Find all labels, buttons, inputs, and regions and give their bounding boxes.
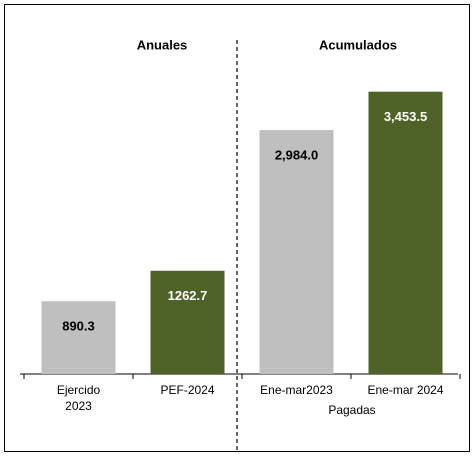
x-tick-label: Ejercido 2023 [56, 383, 101, 413]
x-tick-label: Ene-mar 2024 [367, 383, 444, 397]
data-label: 3,453.5 [384, 109, 427, 124]
group-label: Acumulados [319, 37, 397, 52]
bar [150, 270, 225, 374]
data-label: 2,984.0 [275, 147, 318, 162]
bar [41, 301, 116, 374]
bar [259, 130, 334, 374]
bar [368, 91, 443, 374]
data-label: 890.3 [62, 319, 95, 334]
data-label: 1262.7 [168, 288, 208, 303]
frame [4, 4, 470, 452]
annotation: Pagadas [328, 403, 376, 417]
x-tick-label: PEF-2024 [160, 383, 215, 397]
group-label: Anuales [137, 37, 188, 52]
x-tick-label: Ene-mar2023 [260, 383, 333, 397]
